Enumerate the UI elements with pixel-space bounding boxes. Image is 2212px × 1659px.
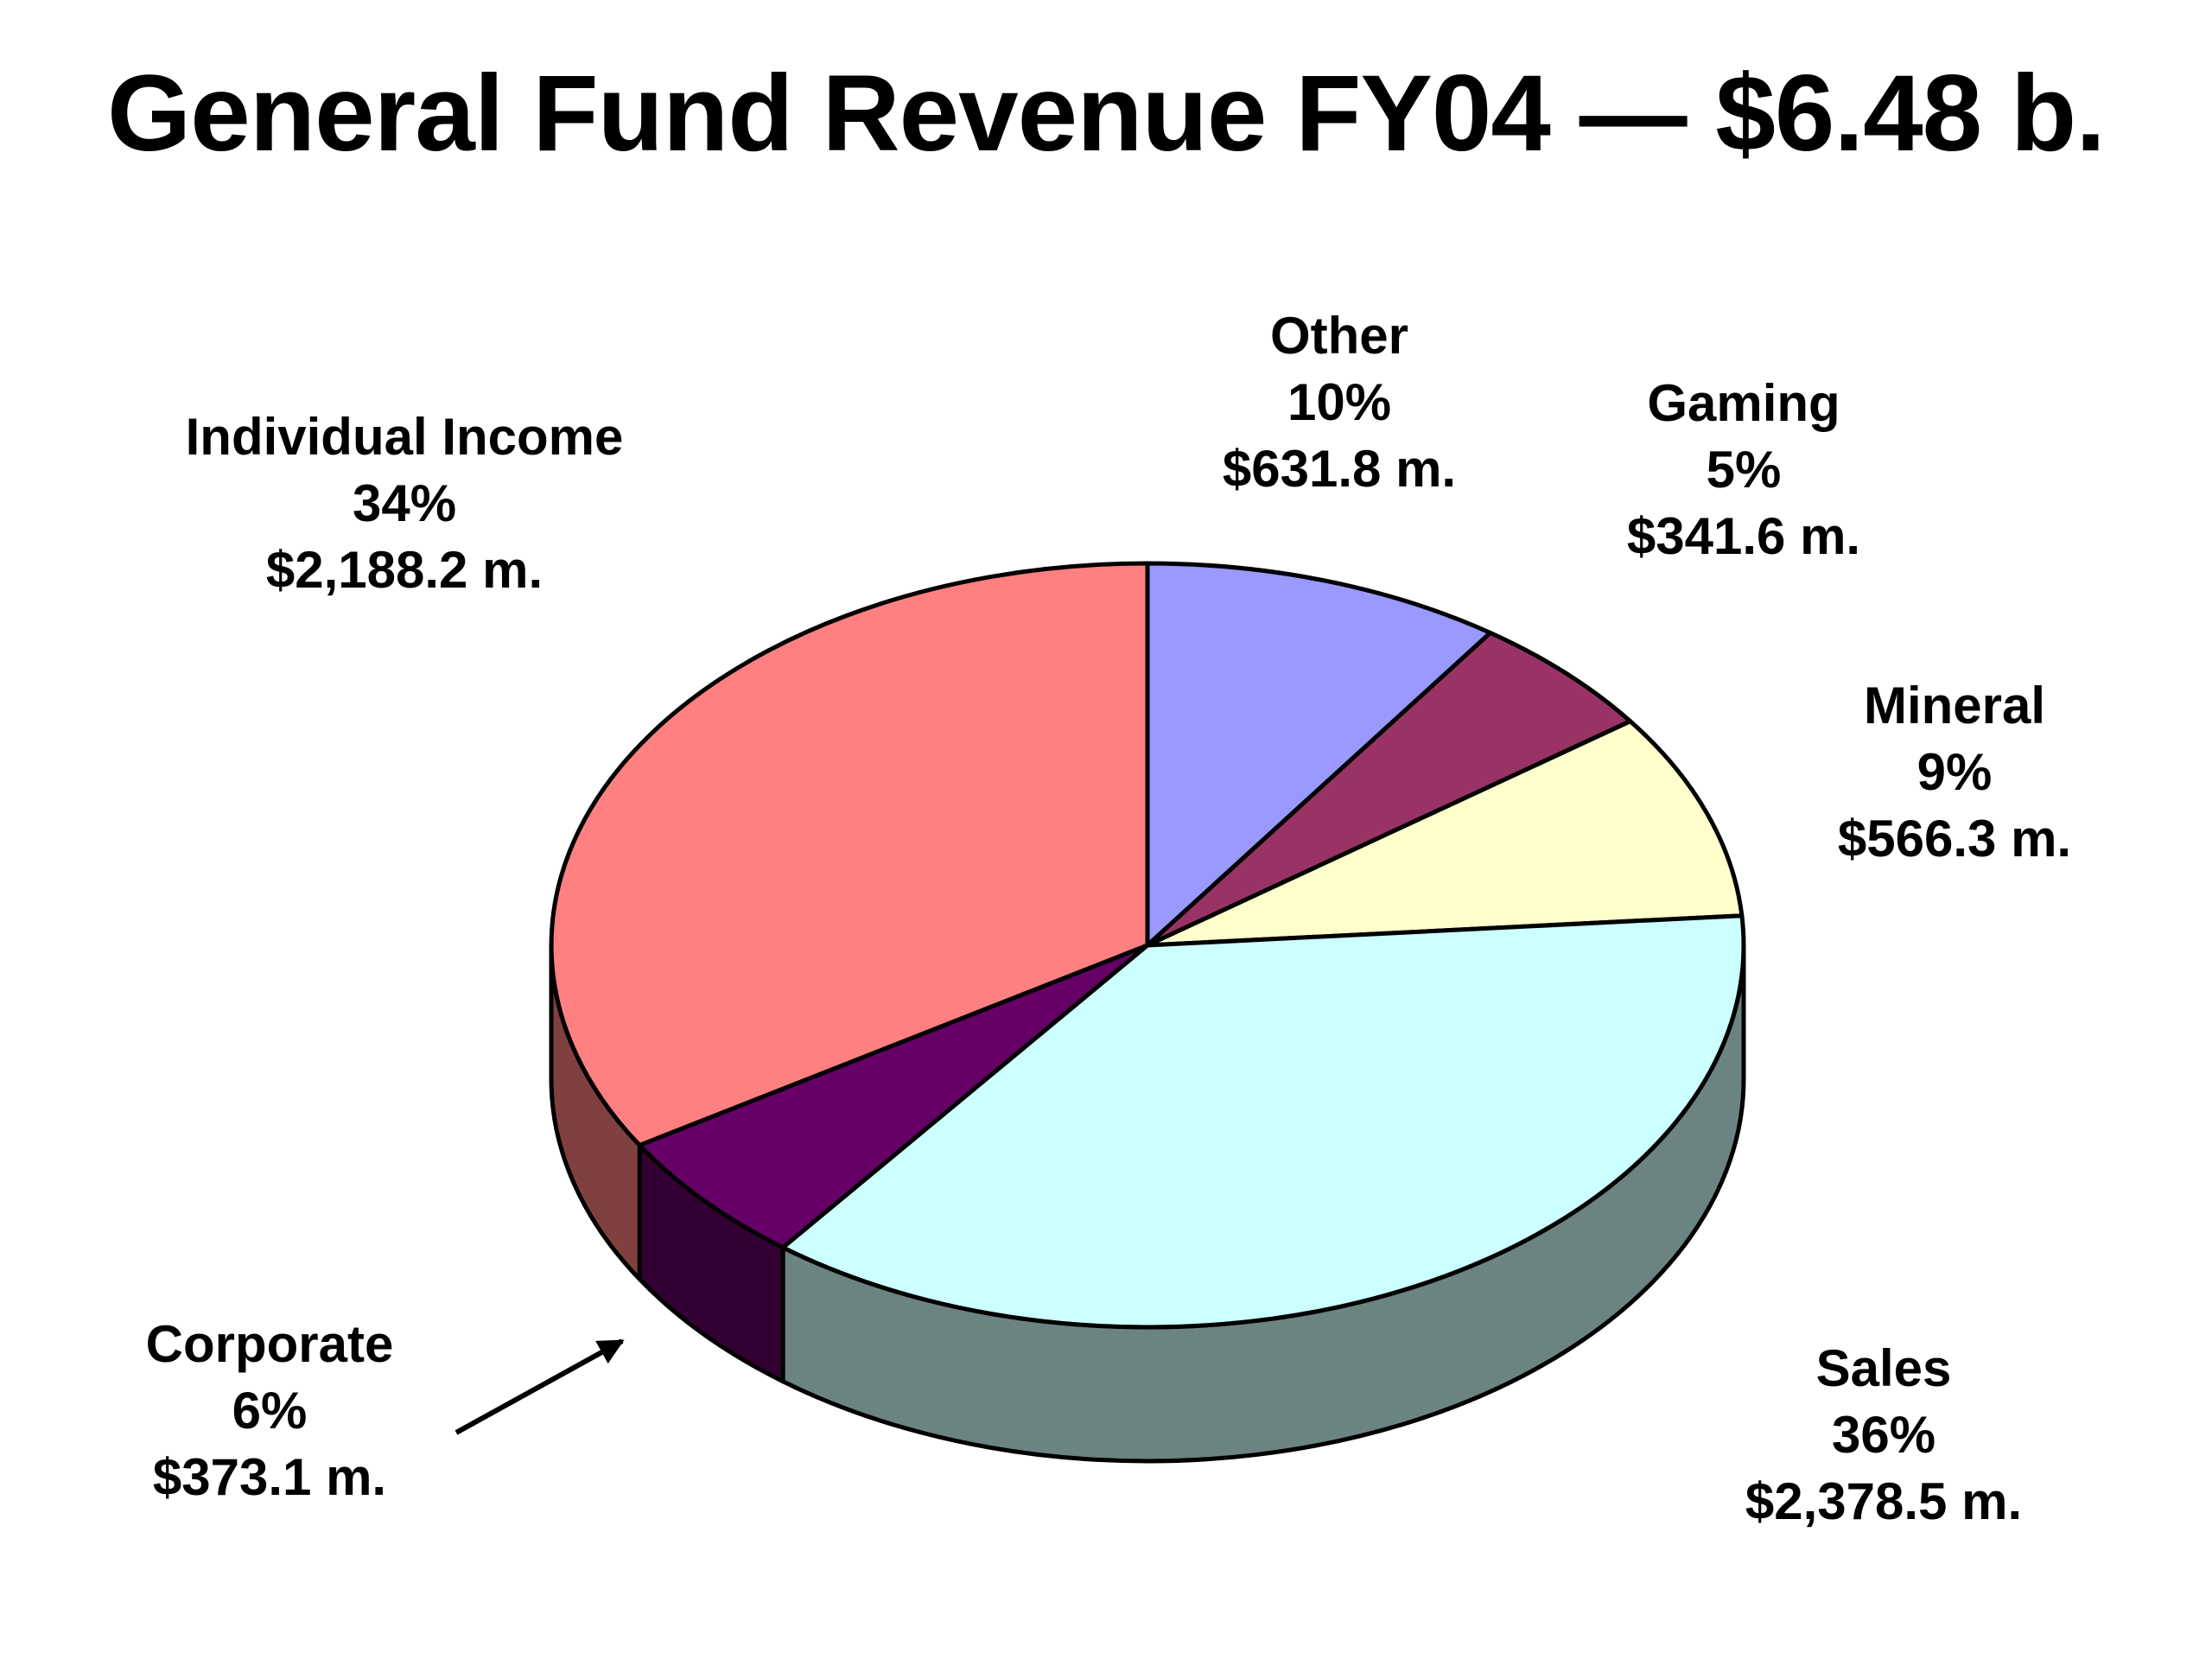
pie-slice-mineral bbox=[1145, 719, 1745, 948]
label-gaming-percent: 5% bbox=[1706, 441, 1782, 499]
pie-slice-gaming bbox=[1145, 630, 1633, 948]
label-gaming-name: Gaming bbox=[1647, 374, 1840, 432]
label-gaming-amount: $341.6 m. bbox=[1626, 507, 1861, 565]
label-mineral-percent: 9% bbox=[1916, 743, 1993, 801]
label-mineral-name: Mineral bbox=[1863, 677, 2046, 734]
corporate-callout-arrow bbox=[454, 1338, 625, 1435]
label-mineral-amount: $566.3 m. bbox=[1837, 810, 2072, 868]
label-mineral: Mineral 9% $566.3 m. bbox=[1652, 672, 2212, 872]
label-corporate-percent: 6% bbox=[232, 1382, 308, 1440]
pie-slice-other bbox=[1145, 561, 1493, 948]
label-other-percent: 10% bbox=[1287, 373, 1392, 431]
label-individual-income: Individual Income 34% $2,188.2 m. bbox=[102, 404, 707, 603]
label-corporate-name: Corporate bbox=[145, 1315, 394, 1373]
label-individual-income-amount: $2,188.2 m. bbox=[265, 541, 543, 599]
label-other: Other 10% $631.8 m. bbox=[1037, 302, 1642, 502]
label-corporate: Corporate 6% $373.1 m. bbox=[0, 1311, 572, 1510]
pie-slice-individual-income bbox=[549, 561, 1150, 1147]
label-sales-name: Sales bbox=[1815, 1339, 1952, 1397]
chart-title: General Fund Revenue FY04 — $6.48 b. bbox=[106, 54, 2106, 174]
label-sales: Sales 36% $2,378.5 m. bbox=[1581, 1335, 2186, 1535]
label-other-amount: $631.8 m. bbox=[1222, 440, 1457, 498]
label-sales-amount: $2,378.5 m. bbox=[1745, 1472, 2023, 1530]
label-corporate-amount: $373.1 m. bbox=[152, 1448, 387, 1506]
label-individual-income-name: Individual Income bbox=[185, 408, 624, 466]
pie-slice-sales bbox=[780, 913, 1746, 1330]
label-sales-percent: 36% bbox=[1831, 1406, 1936, 1464]
pie-slice-corporate bbox=[637, 943, 1150, 1250]
label-other-name: Other bbox=[1269, 307, 1409, 365]
label-individual-income-percent: 34% bbox=[352, 474, 457, 532]
label-gaming: Gaming 5% $341.6 m. bbox=[1441, 370, 2046, 569]
